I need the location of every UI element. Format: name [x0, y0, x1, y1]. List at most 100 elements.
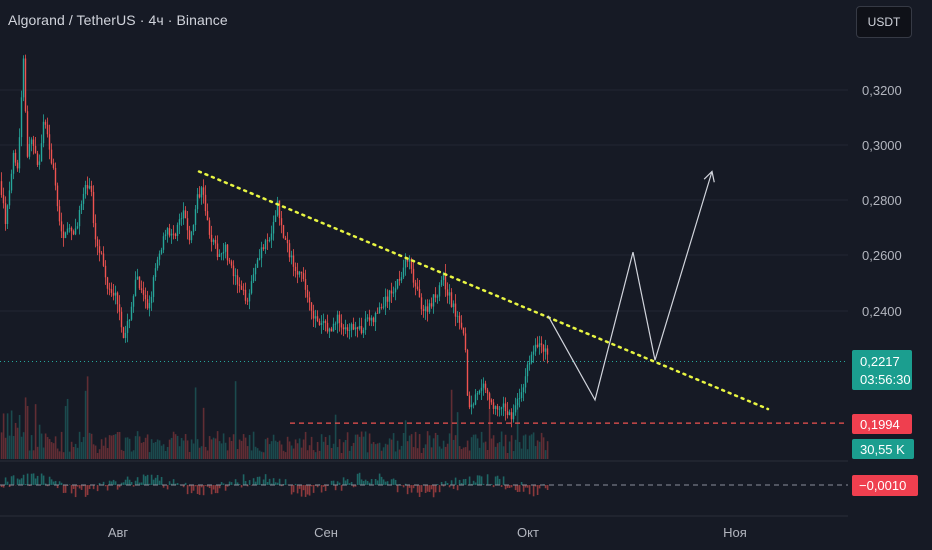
oscillator-bar	[86, 485, 89, 496]
candle-body	[424, 306, 427, 311]
volume-bar	[278, 440, 281, 459]
candle-body	[504, 403, 507, 412]
oscillator-bar	[496, 475, 499, 485]
volume-bar	[128, 438, 131, 459]
oscillator-bar	[182, 485, 185, 488]
candle-body	[218, 254, 221, 257]
oscillator-bar	[194, 485, 197, 487]
candle-body	[364, 318, 367, 330]
volume-bar	[24, 397, 27, 459]
candle-body	[100, 252, 103, 254]
volume-bar	[104, 437, 107, 459]
oscillator-bar	[4, 477, 7, 485]
candle-body	[284, 237, 287, 240]
candle-body	[486, 389, 489, 394]
candle-body	[390, 290, 393, 294]
oscillator-bar	[450, 480, 453, 485]
oscillator-bar	[478, 475, 481, 485]
candle-body	[246, 300, 249, 302]
oscillator-bar	[228, 481, 231, 485]
volume-bar	[472, 434, 475, 459]
candle-body	[280, 218, 283, 226]
volume-bar	[32, 450, 35, 459]
candle-body	[378, 307, 381, 314]
volume-bar	[334, 414, 337, 459]
time-axis[interactable]: Авг Сен Окт Ноя	[108, 525, 747, 540]
candle-body	[258, 258, 261, 260]
candle-body	[176, 224, 179, 236]
candle-body	[274, 215, 277, 222]
oscillator-bar	[258, 476, 261, 485]
volume-bar	[360, 431, 363, 459]
oscillator-bar	[470, 483, 473, 485]
candle-body	[110, 289, 113, 293]
oscillator-bar	[324, 485, 327, 492]
volume-bar	[142, 442, 145, 459]
volume-bar	[474, 434, 477, 459]
oscillator-bar	[338, 482, 341, 485]
volume-bar	[240, 440, 243, 459]
oscillator-bar	[98, 482, 101, 485]
oscillator-bar	[170, 483, 173, 485]
oscillator-bar	[96, 485, 99, 492]
oscillator-bar	[254, 481, 257, 485]
oscillator-bar	[54, 480, 57, 485]
candle-body	[14, 152, 17, 163]
oscillator-bar	[472, 480, 475, 485]
oscillator-bar	[134, 480, 137, 485]
oscillator-bar	[462, 479, 465, 485]
price-axis[interactable]: 0,3200 0,3000 0,2800 0,2600 0,2400	[862, 83, 902, 319]
volume-bar	[140, 442, 143, 459]
volume-bar	[46, 437, 49, 459]
volume-bar	[538, 441, 541, 459]
oscillator-bar	[360, 479, 363, 485]
oscillator-bar	[352, 485, 355, 488]
candle-body	[174, 233, 177, 236]
candle-body	[118, 304, 121, 312]
candle-body	[28, 144, 31, 157]
candle-body	[336, 314, 339, 324]
currency-button[interactable]: USDT	[856, 6, 912, 38]
candle-body	[398, 279, 401, 281]
support-level-label: 0,1994	[852, 414, 912, 434]
volume-bar	[214, 438, 217, 459]
oscillator-bar	[394, 479, 397, 485]
oscillator-bar	[526, 485, 529, 488]
oscillator-bar	[136, 477, 139, 485]
volume-bar	[450, 389, 453, 459]
volume-bar	[76, 447, 79, 459]
candle-body	[444, 273, 447, 290]
candle-body	[32, 139, 35, 146]
symbol-title[interactable]: Algorand / TetherUS · 4ч · Binance	[8, 12, 228, 28]
oscillator-bar	[158, 480, 161, 485]
price-projection-path[interactable]	[547, 171, 713, 402]
candle-body	[240, 285, 243, 290]
oscillator-bar	[538, 485, 541, 489]
candle-body	[256, 259, 259, 268]
oscillator-bar	[192, 485, 195, 491]
candle-body	[164, 234, 167, 237]
volume-bar	[276, 442, 279, 459]
volume-bar	[370, 443, 373, 459]
oscillator-bar	[402, 485, 405, 488]
volume-bar	[222, 433, 225, 459]
volume-bar	[268, 444, 271, 459]
candle-body	[8, 190, 11, 206]
candle-body	[182, 210, 185, 219]
oscillator-bar	[212, 485, 215, 490]
candle-body	[306, 289, 309, 298]
volume-bar	[512, 451, 515, 459]
descending-trendline[interactable]	[197, 170, 770, 411]
oscillator-bar	[368, 482, 371, 485]
oscillator-bar	[46, 485, 49, 487]
oscillator-bar	[432, 485, 435, 498]
candle-body	[120, 311, 123, 328]
volume-bar	[132, 450, 135, 459]
volume-bar	[176, 435, 179, 459]
volume-bar	[282, 450, 285, 459]
candle-body	[130, 306, 133, 320]
candle-body	[368, 317, 371, 321]
oscillator-bar	[492, 485, 495, 488]
candle-body	[380, 307, 383, 308]
